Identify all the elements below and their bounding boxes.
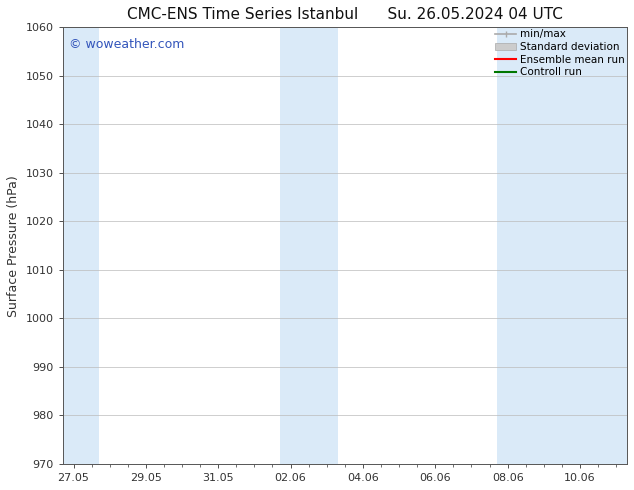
Y-axis label: Surface Pressure (hPa): Surface Pressure (hPa) xyxy=(7,175,20,317)
Bar xyxy=(280,27,338,464)
Title: CMC-ENS Time Series Istanbul      Su. 26.05.2024 04 UTC: CMC-ENS Time Series Istanbul Su. 26.05.2… xyxy=(127,7,563,22)
Bar xyxy=(63,27,99,464)
Legend: min/max, Standard deviation, Ensemble mean run, Controll run: min/max, Standard deviation, Ensemble me… xyxy=(495,29,625,77)
Text: © woweather.com: © woweather.com xyxy=(70,38,184,51)
Bar xyxy=(497,27,627,464)
